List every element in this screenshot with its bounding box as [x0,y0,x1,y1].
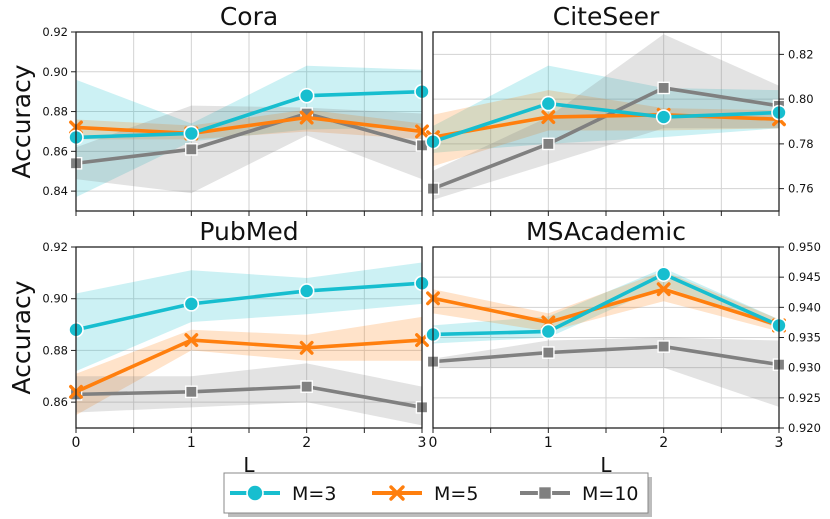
line-m-5 [75,115,423,136]
x-axis-label: L [600,453,612,477]
legend-label: M=3 [292,483,336,505]
line-m-10 [75,384,423,410]
panel-citeseer: 0.76 0.78 0.80 0.82 CiteSeer [425,2,814,216]
y-tick-label: 0.920 [788,421,821,435]
y-tick-label: 0.92 [42,240,68,254]
y-tick-label: 0.935 [788,331,821,345]
point-m-3 [655,266,672,282]
point-m-10 [657,81,670,95]
legend-marker-m-10 [537,485,553,501]
chart-title: CiteSeer [553,2,660,31]
legend-marker-m-5 [389,485,405,501]
y-tick-label: 0.90 [42,65,68,79]
chart-title: PubMed [199,217,298,246]
y-tick-label: 0.86 [42,144,68,158]
point-m-3 [540,323,557,340]
line-m-3 [432,101,780,144]
legend: M=3 M=5 M=10 [223,472,652,517]
y-tick-label: 0.78 [788,137,814,151]
y-tick-label: 0.945 [788,270,821,284]
legend-item-m-3: M=3 [230,483,336,505]
x-tick-label: 3 [775,435,784,451]
point-m-5 [184,333,199,348]
point-m-10 [185,385,198,399]
y-axis-label: Accuracy [7,64,36,178]
x-tick-label: 1 [187,435,196,451]
y-tick-label: 0.76 [788,182,814,196]
x-axis-label: L [243,453,255,477]
legend-box [223,472,649,514]
legend-item-m-5: M=5 [372,483,478,505]
y-tick-label: 0.940 [788,300,821,314]
point-m-5 [656,282,671,297]
panel-msacademic: 0.920 0.925 0.930 0.935 0.940 0.945 0.950 0 1 2 3 M… [425,217,821,477]
y-tick-label: 0.92 [42,25,68,39]
chart-panels: 0.84 0.86 0.88 0.90 0.92 Cora Accuracy 0.76 0.78… [7,2,821,477]
legend-items: M=3 M=5 M=10 [230,483,639,505]
line-m-3 [432,272,780,337]
point-m-3 [655,109,672,125]
y-tick-label: 0.80 [788,92,814,106]
y-tick-label: 0.86 [42,395,68,409]
x-tick-label: 0 [429,435,438,451]
chart-title: MSAcademic [526,217,686,246]
point-m-10 [657,340,670,353]
legend-label: M=5 [434,483,478,505]
line-m-5 [432,112,780,139]
point-m-10 [542,346,555,359]
point-m-3 [298,283,315,299]
band-m-10 [76,105,422,194]
point-m-3 [183,296,200,312]
point-m-10 [185,143,198,156]
point-m-3 [183,125,200,142]
y-tick-label: 0.925 [788,391,821,405]
band-m-5 [76,316,422,416]
panel-pubmed: 0.86 0.88 0.90 0.92 0 1 2 3 PubMed Accuracy L [7,217,430,477]
point-m-10 [542,137,555,151]
x-tick-label: 2 [659,435,668,451]
legend-label: M=10 [582,483,639,505]
line-m-3 [75,281,423,332]
y-tick-label: 0.950 [788,240,821,254]
band-m-5 [433,90,779,167]
y-tick-label: 0.90 [42,292,68,306]
band-m-10 [76,363,422,426]
y-tick-label: 0.82 [788,47,814,61]
y-axis-label: Accuracy [7,280,36,394]
panel-cora: 0.84 0.86 0.88 0.90 0.92 Cora Accuracy [7,2,430,216]
chart-title: Cora [220,2,278,31]
point-m-10 [300,380,313,393]
point-m-3 [540,95,557,112]
x-tick-label: 0 [72,435,81,451]
line-m-5 [75,338,423,394]
x-tick-label: 2 [302,435,311,451]
y-tick-label: 0.930 [788,361,821,375]
line-m-10 [432,344,780,367]
y-tick-label: 0.84 [42,184,68,198]
y-tick-label: 0.88 [42,105,68,119]
line-m-5 [432,287,780,328]
point-m-5 [541,110,556,124]
y-tick-label: 0.88 [42,343,68,357]
line-m-3 [75,89,423,140]
x-tick-label: 1 [544,435,553,451]
legend-item-m-10: M=10 [520,483,639,505]
point-m-3 [298,87,315,104]
line-m-10 [75,111,423,166]
point-m-5 [299,340,314,355]
point-m-5 [299,110,314,125]
legend-marker-m-3 [246,484,264,502]
x-tick-label: 3 [418,435,427,451]
